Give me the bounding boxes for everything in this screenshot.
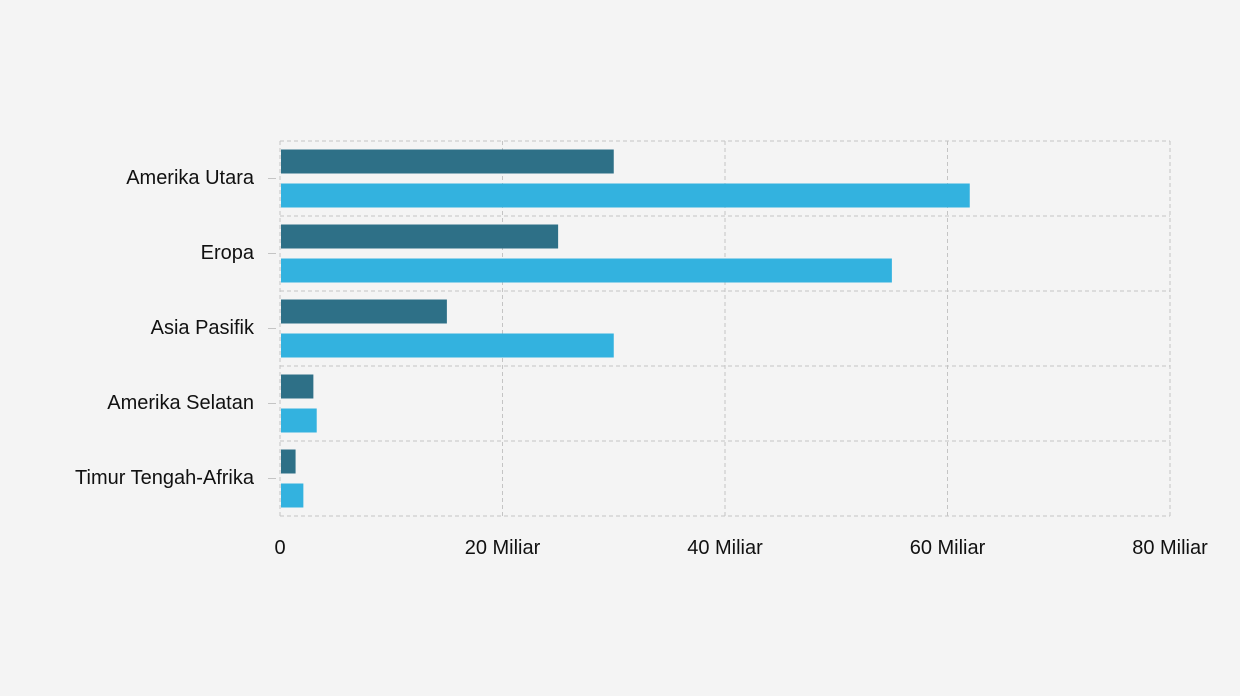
grid — [279, 140, 1171, 517]
bar-series2-3 — [281, 408, 317, 433]
bar-series1-0 — [281, 149, 614, 174]
bar-series1-1 — [281, 224, 559, 249]
x-tick-label-0: 0 — [274, 537, 285, 559]
bar-series1-4 — [281, 449, 296, 474]
bar-series2-2 — [281, 333, 614, 358]
x-tick-label-3: 60 Miliar — [910, 537, 986, 559]
bars — [281, 149, 970, 508]
bar-series1-2 — [281, 299, 447, 324]
axes: Amerika Utara Eropa Asia Pasifik Amerika Se… — [75, 167, 1208, 559]
x-tick-label-2: 40 Miliar — [687, 537, 763, 559]
bar-series2-0 — [281, 183, 970, 208]
x-tick-label-1: 20 Miliar — [465, 537, 541, 559]
x-tick-label-4: 80 Miliar — [1132, 537, 1208, 559]
y-tick-label-0: Amerika Utara — [126, 167, 255, 189]
y-tick-label-2: Asia Pasifik — [151, 317, 255, 339]
bar-series1-3 — [281, 374, 314, 399]
y-tick-label-3: Amerika Selatan — [107, 392, 254, 414]
bar-series2-1 — [281, 258, 892, 283]
bar-series2-4 — [281, 483, 304, 508]
y-tick-label-1: Eropa — [201, 242, 255, 264]
y-tick-label-4: Timur Tengah-Afrika — [75, 467, 255, 489]
